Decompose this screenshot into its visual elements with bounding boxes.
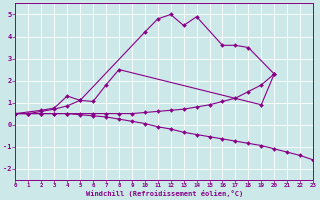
X-axis label: Windchill (Refroidissement éolien,°C): Windchill (Refroidissement éolien,°C) bbox=[86, 190, 243, 197]
